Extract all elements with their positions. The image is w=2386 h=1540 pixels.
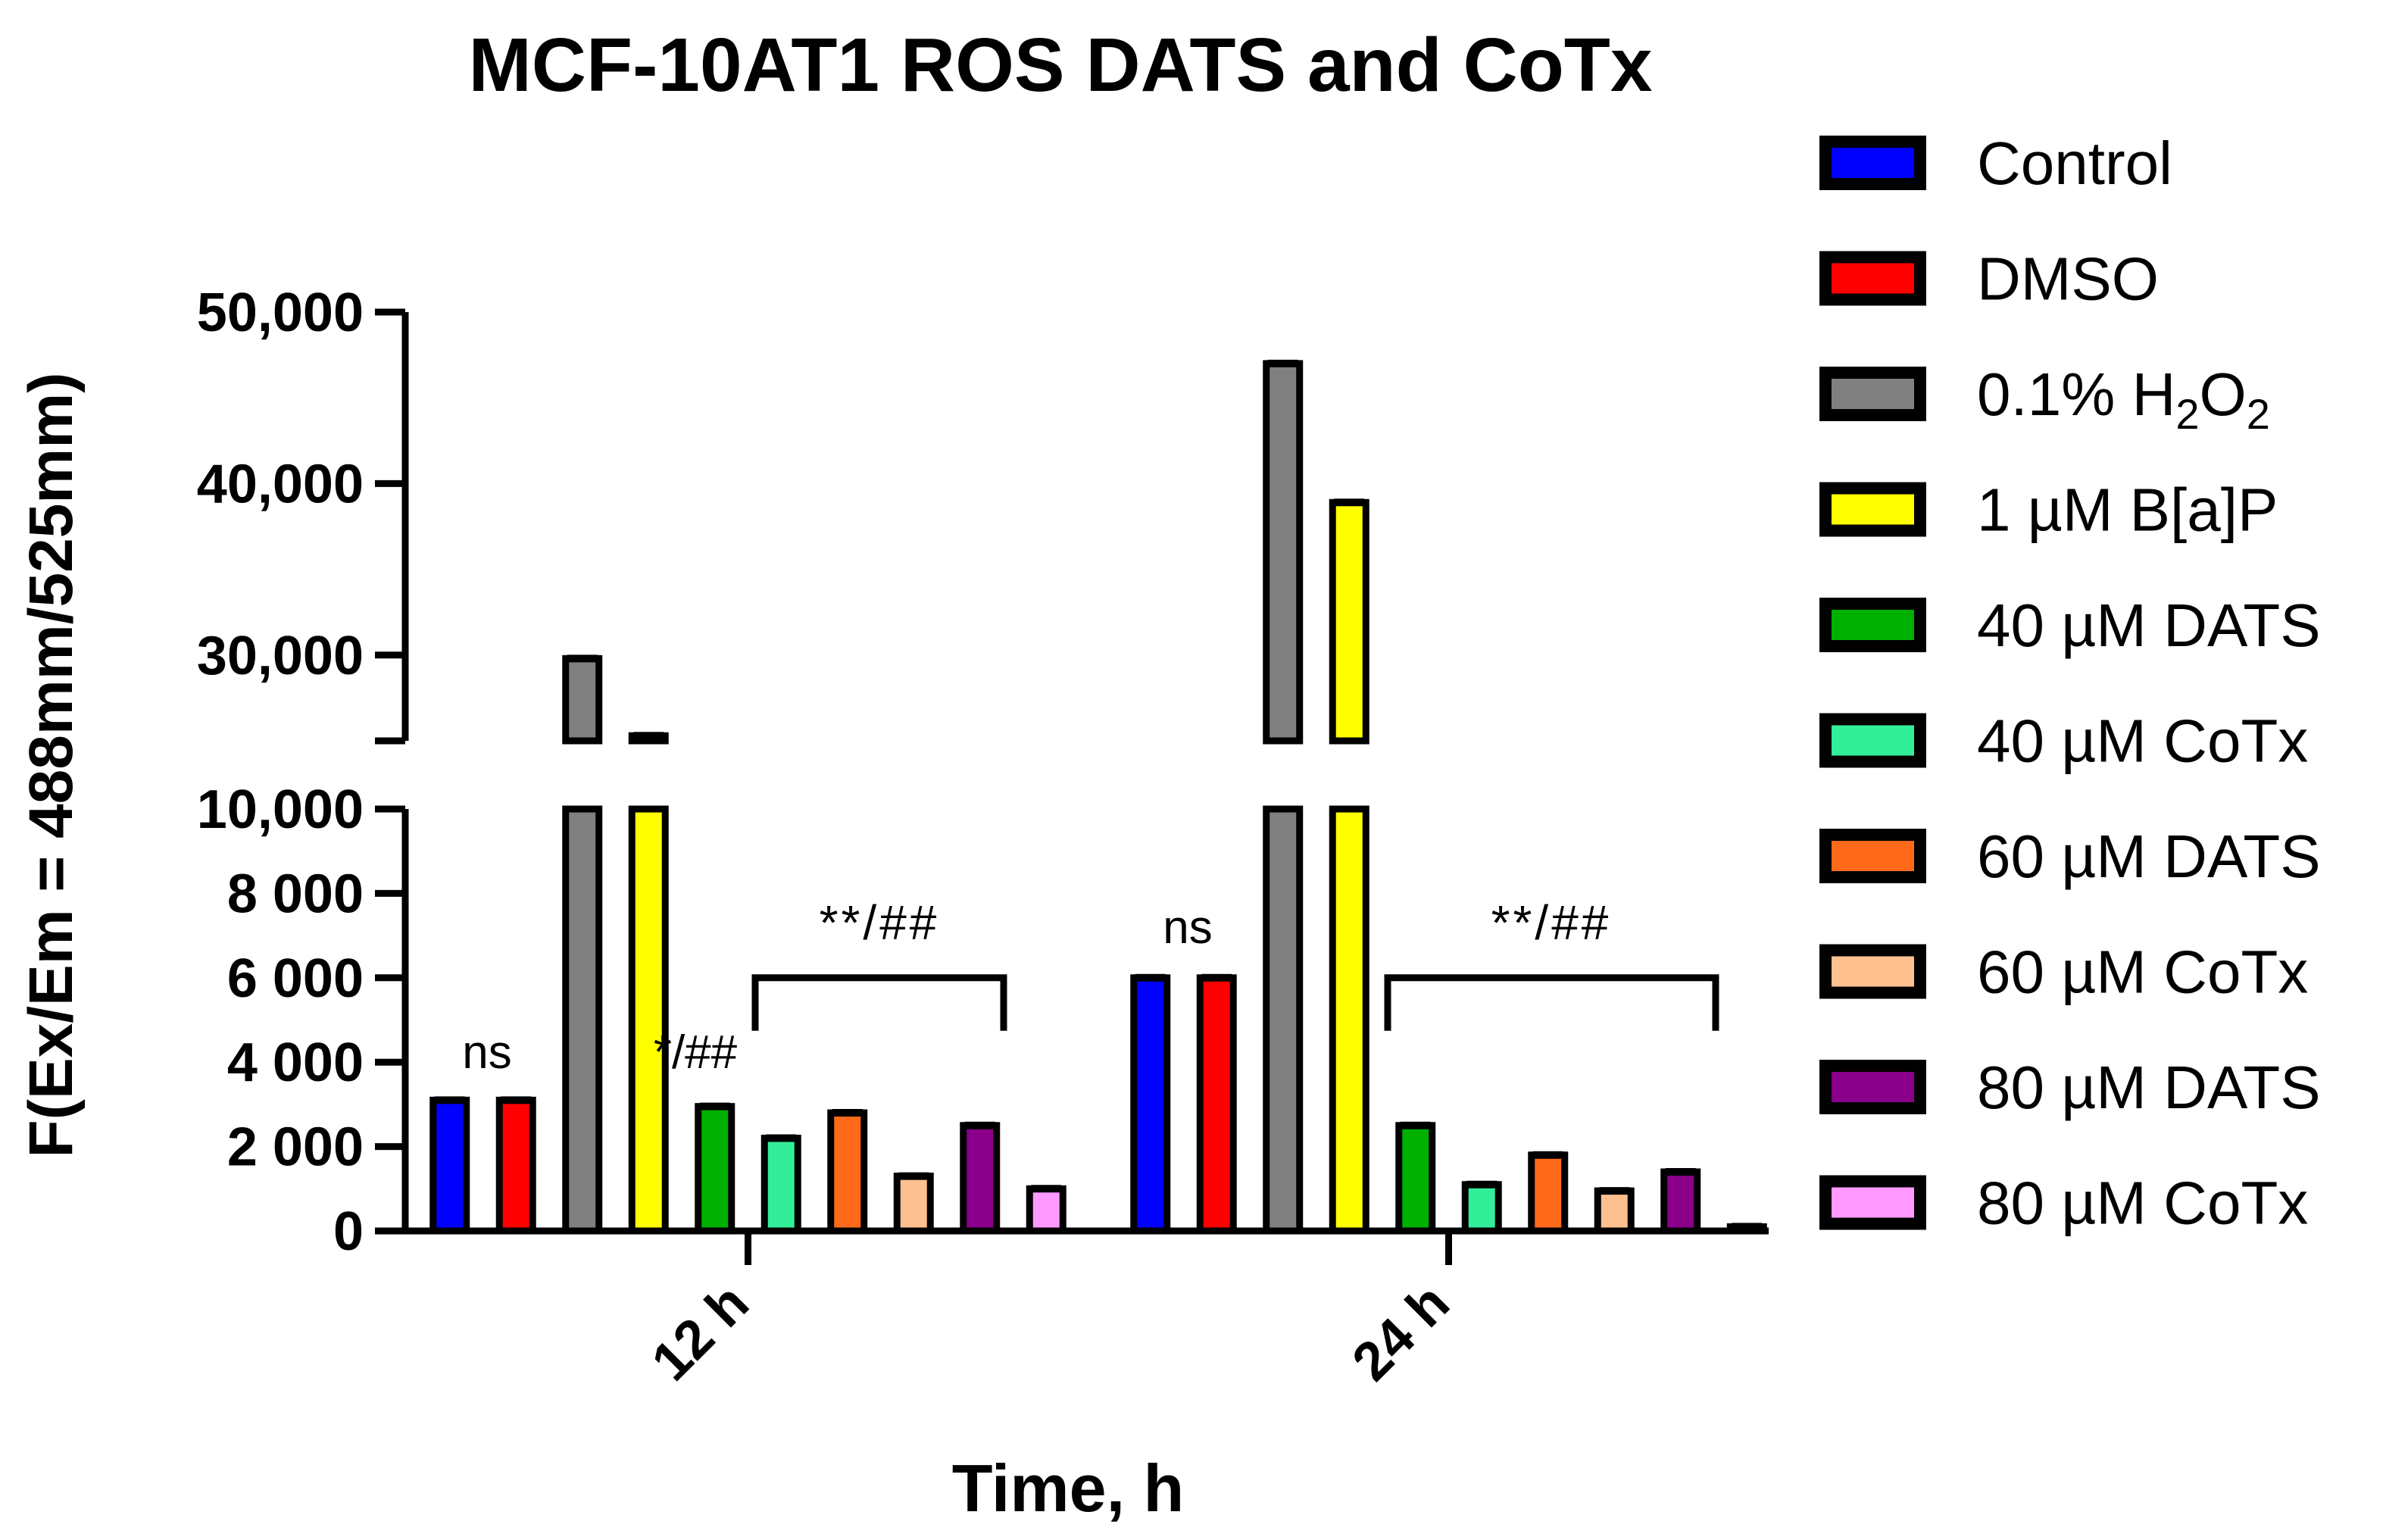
y-tick-label: 40,000: [197, 454, 364, 514]
legend-label: 80 µM DATS: [1977, 1054, 2321, 1121]
legend-swatch: [1819, 1060, 1926, 1114]
x-axis-label: Time, h: [952, 1451, 1184, 1526]
legend-swatch: [1819, 713, 1926, 768]
significance-label: **/##: [820, 895, 940, 950]
significance-bracket: [751, 974, 1007, 1031]
bar: [1461, 1181, 1502, 1235]
bar: [1263, 360, 1304, 745]
legend-swatch: [1819, 944, 1926, 999]
legend-label: 40 µM CoTx: [1977, 708, 2308, 775]
significance-annotations: ns */## ns **/## **/##: [462, 895, 1719, 1079]
bars-group: [429, 359, 1767, 1235]
chart-title: MCF-10AT1 ROS DATS and CoTx: [468, 23, 1652, 108]
significance-label: **/##: [1491, 895, 1612, 950]
x-tick-label: 12 h: [640, 1273, 760, 1392]
legend-label: 80 µM CoTx: [1977, 1170, 2308, 1237]
bar: [628, 805, 669, 1235]
bar: [893, 1173, 934, 1235]
legend-swatch: [1819, 136, 1926, 190]
significance-label: */##: [654, 1026, 738, 1079]
bar: [1196, 974, 1237, 1235]
bar: [960, 1122, 1001, 1235]
legend-swatch: [1819, 482, 1926, 537]
bar: [562, 805, 603, 1235]
bar: [1130, 974, 1171, 1235]
bar: [1395, 1122, 1436, 1235]
significance-label: ns: [462, 1026, 511, 1079]
bar: [1528, 1151, 1569, 1235]
bar: [1594, 1187, 1635, 1235]
legend-swatch: [1819, 251, 1926, 306]
y-tick-label: 4 000: [227, 1032, 364, 1093]
legend-label: Control: [1977, 130, 2172, 197]
bar: [1263, 805, 1304, 1235]
bar: [562, 654, 603, 745]
legend-swatch: [1819, 598, 1926, 652]
y-tick-label: 10,000: [197, 779, 364, 840]
y-axis-label: F(Ex/Em = 488mm/525mm): [17, 373, 86, 1158]
bar: [1660, 1168, 1701, 1235]
significance-bracket: [1384, 974, 1719, 1031]
bar: [1329, 805, 1369, 1235]
legend-label: 0.1% H2O2: [1977, 361, 2270, 438]
bar: [1329, 498, 1369, 745]
legend-label: DMSO: [1977, 245, 2159, 313]
bar: [1026, 1185, 1067, 1235]
y-tick-label: 0: [333, 1201, 364, 1262]
significance-label: ns: [1163, 901, 1212, 954]
y-tick-label: 8 000: [227, 864, 364, 924]
bar: [695, 1103, 735, 1235]
legend-swatch: [1819, 1175, 1926, 1230]
legend-label: 60 µM DATS: [1977, 823, 2321, 890]
legend-label: 60 µM CoTx: [1977, 939, 2308, 1006]
x-tick-label: 24 h: [1341, 1273, 1460, 1392]
y-tick-label: 2 000: [227, 1117, 364, 1178]
bar: [760, 1134, 801, 1235]
y-tick-label: 30,000: [197, 626, 364, 686]
bar: [429, 1096, 470, 1235]
bar: [827, 1109, 868, 1235]
bar: [495, 1096, 536, 1235]
y-tick-label: 6 000: [227, 948, 364, 1009]
legend-swatch: [1819, 367, 1926, 421]
legend: Control DMSO 0.1% H2O2 1 µM B[a]P 40 µM DATS…: [1819, 130, 2321, 1237]
y-tick-label: 50,000: [197, 283, 364, 343]
legend-label: 1 µM B[a]P: [1977, 476, 2278, 544]
legend-swatch: [1819, 829, 1926, 883]
legend-label: 40 µM DATS: [1977, 592, 2321, 659]
